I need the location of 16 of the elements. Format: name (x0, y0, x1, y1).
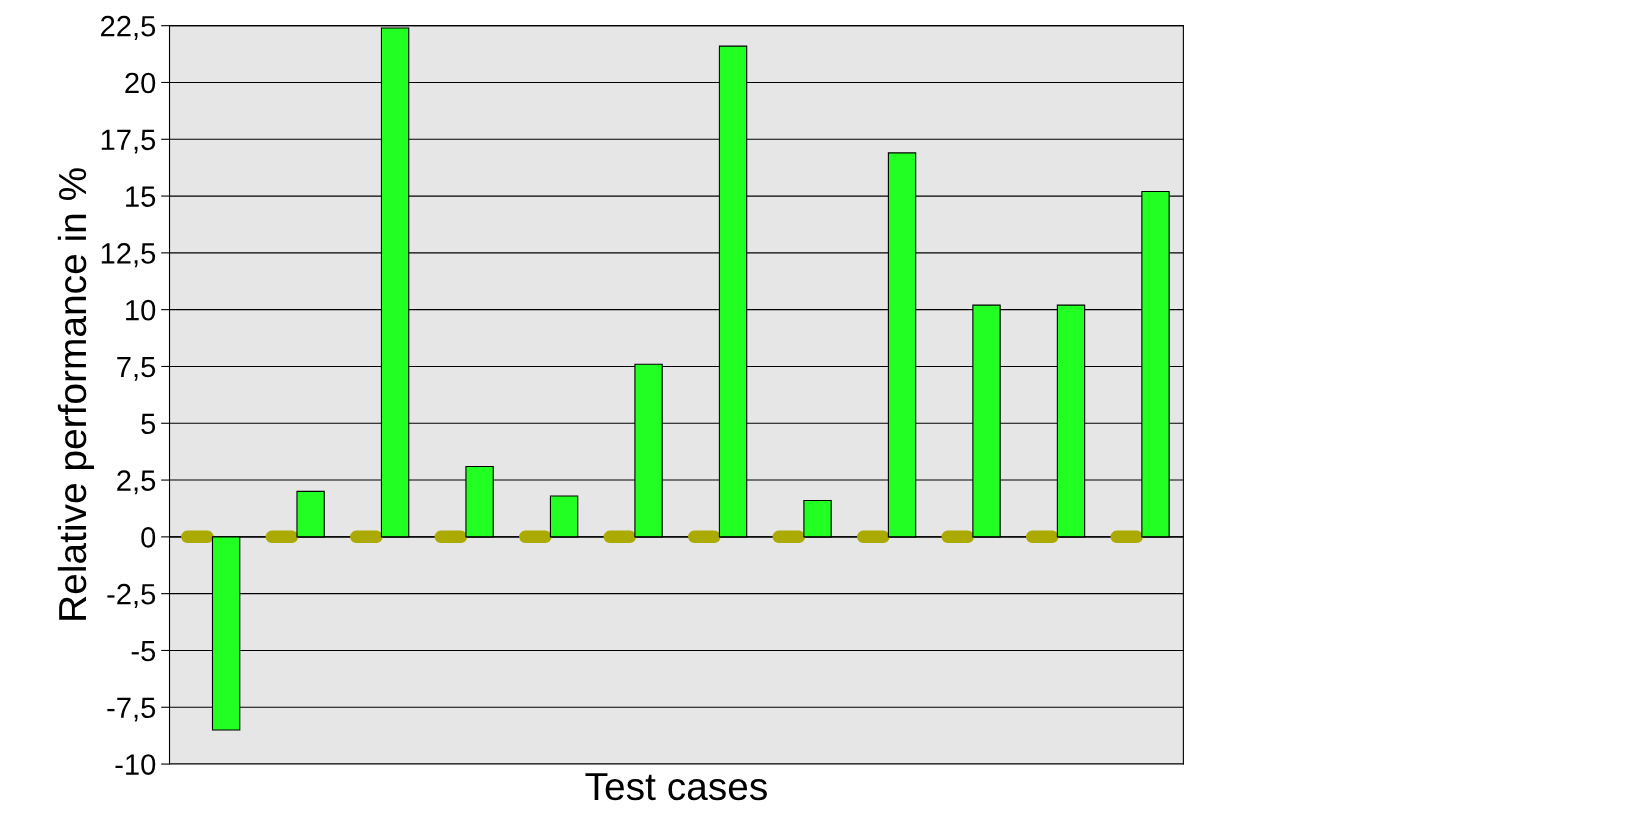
y-tick-label: -7,5 (107, 697, 156, 722)
y-axis-title: Relative performance in % (57, 168, 95, 620)
y-tick-label: 15 (126, 186, 156, 207)
y-tick-label: 0 (141, 527, 156, 548)
y-tick-label: 17,5 (101, 129, 156, 154)
x-axis-title: Test cases (585, 773, 767, 801)
y-tick-label: -2,5 (107, 583, 156, 608)
y-tick-label: 5 (141, 413, 156, 435)
y-tick-label: -10 (115, 754, 156, 775)
y-tick-label: 7,5 (117, 356, 156, 381)
y-tick-label: 22,5 (101, 15, 156, 40)
y-tick-label: 10 (126, 299, 156, 321)
y-tick-label: 20 (125, 72, 156, 94)
y-tick-label: 2,5 (117, 470, 156, 495)
y-tick-label: -5 (131, 640, 156, 662)
y-tick-label: 12,5 (101, 243, 156, 268)
